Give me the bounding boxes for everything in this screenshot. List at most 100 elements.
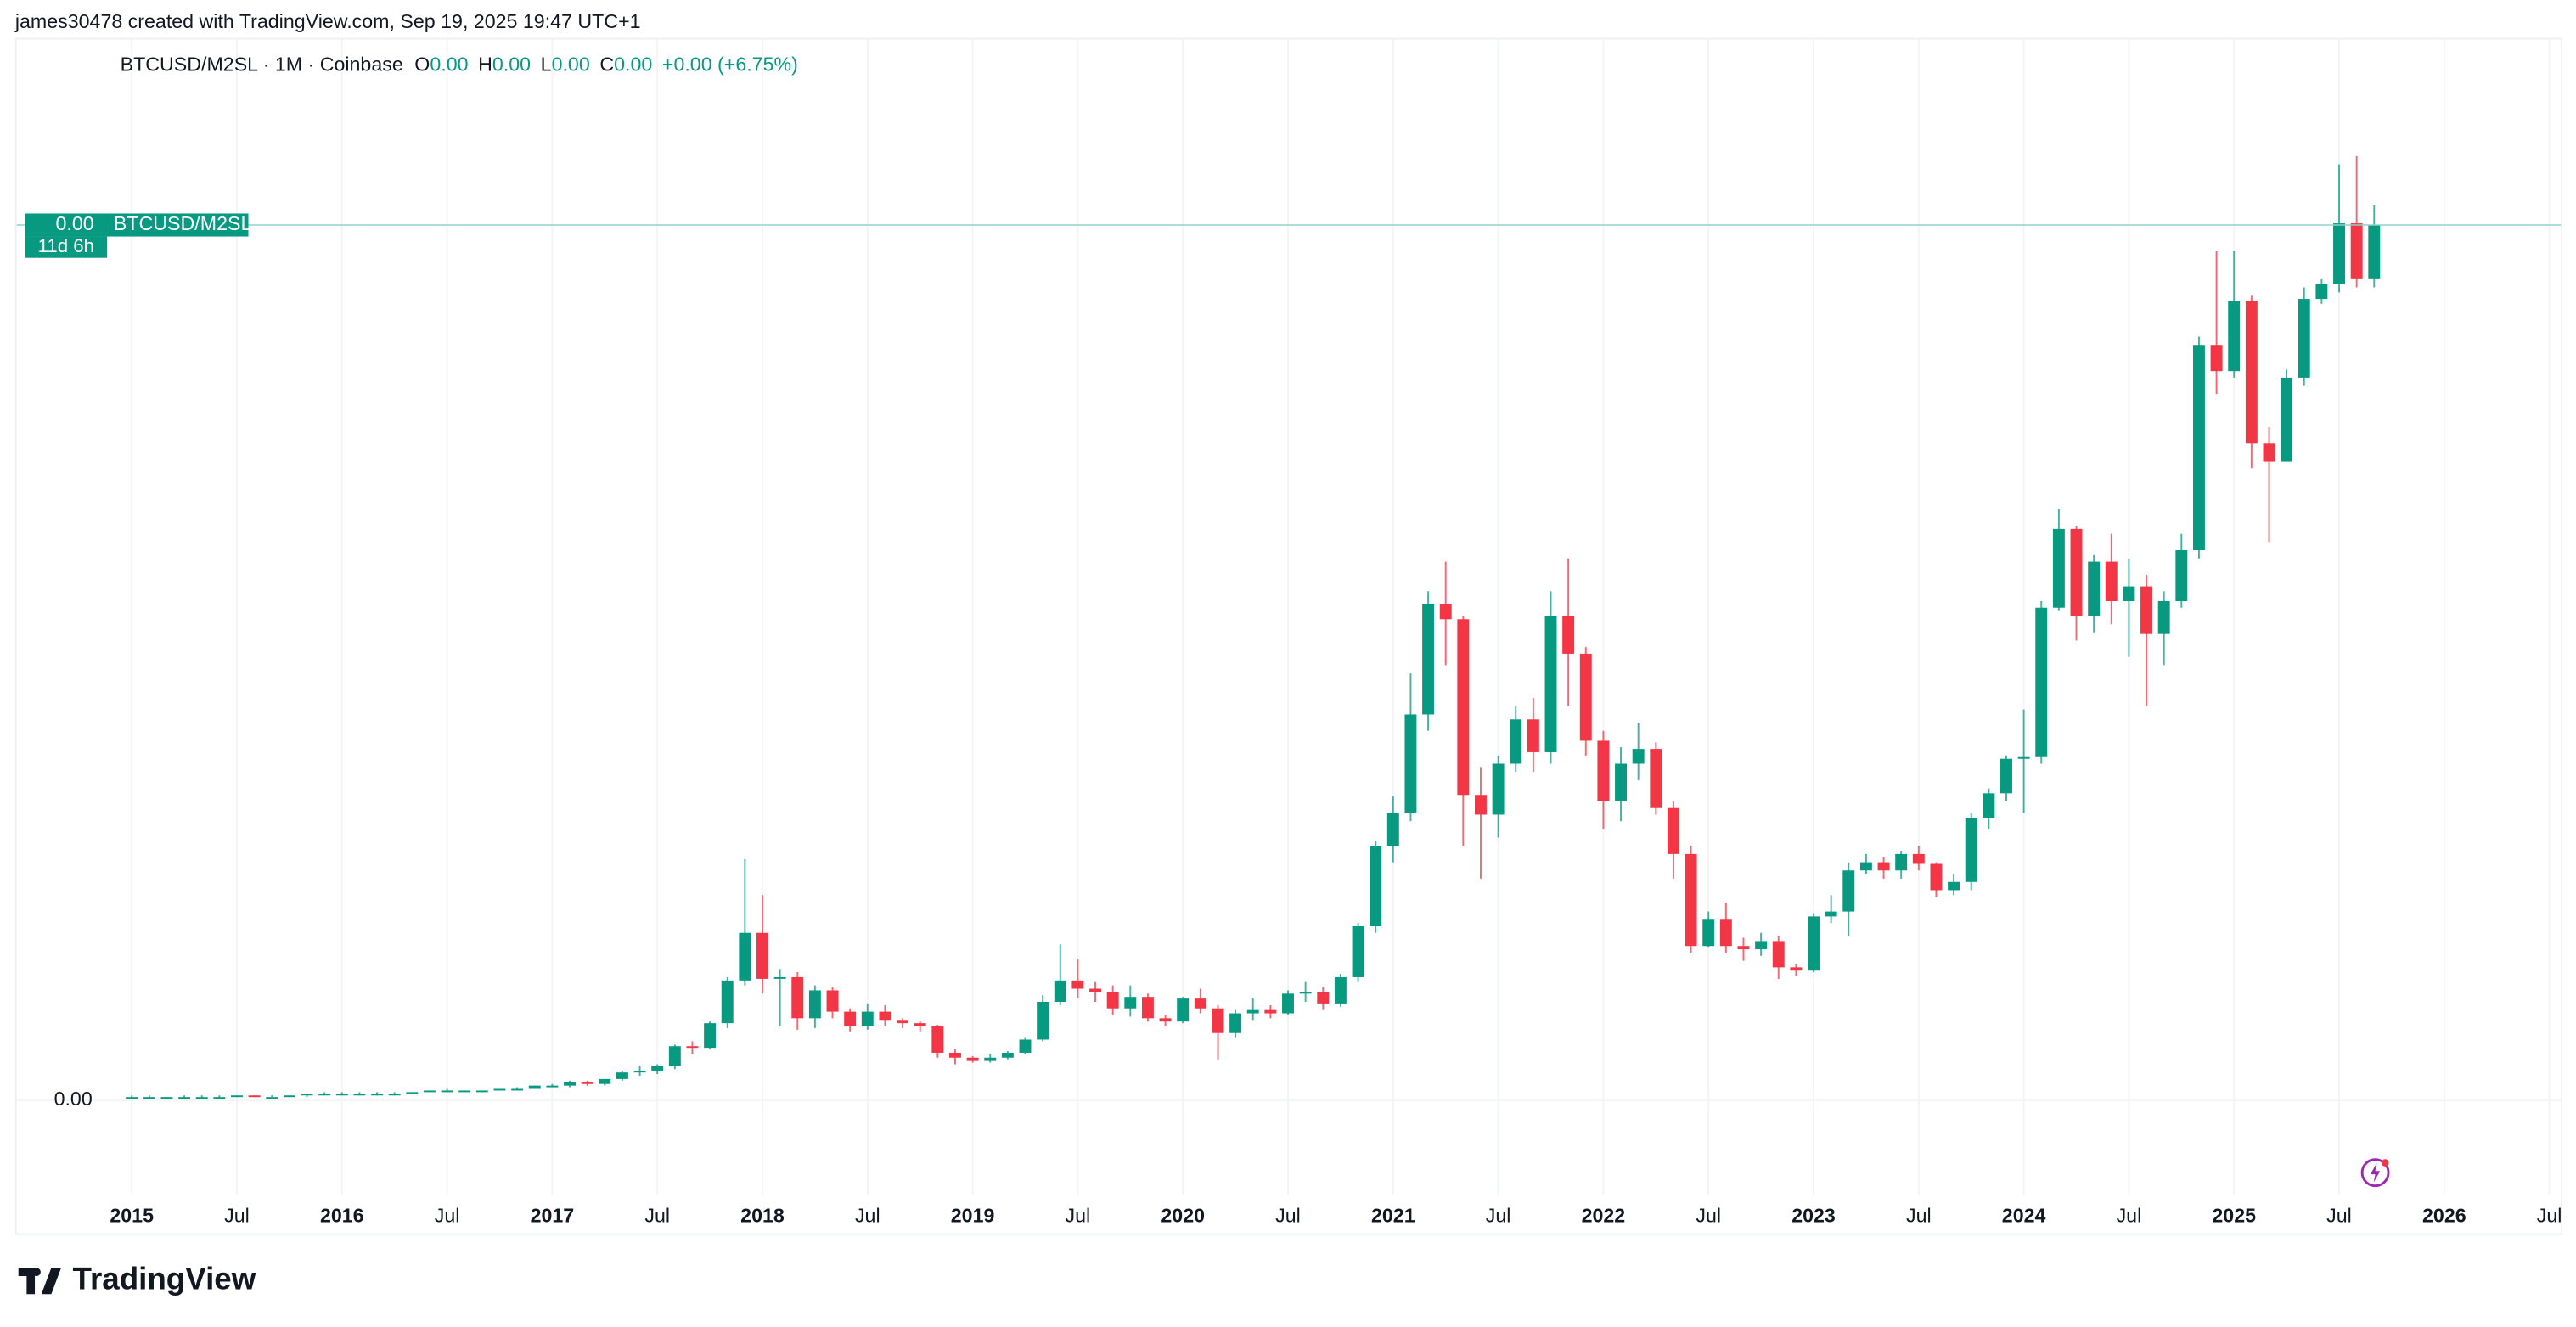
candle-body <box>668 1046 681 1066</box>
candle-body <box>2140 586 2153 634</box>
candle-body <box>126 1097 138 1099</box>
candle-body <box>1054 980 1066 1002</box>
x-tick-label: 2022 <box>1582 1205 1626 1227</box>
candle-body <box>1877 862 1890 871</box>
candle-body <box>1071 980 1084 989</box>
candle-body <box>791 976 804 1019</box>
candle-body <box>1808 916 1820 971</box>
candle-body <box>616 1072 628 1079</box>
candle-body <box>984 1057 997 1061</box>
candle-body <box>2088 561 2101 616</box>
candle-body <box>1983 793 1995 818</box>
candle-body <box>1299 992 1312 994</box>
x-tick-label: Jul <box>855 1205 880 1227</box>
candle-body <box>546 1085 559 1088</box>
legend-key: H <box>478 53 492 76</box>
candle-body <box>1667 807 1679 854</box>
candle-body <box>2070 528 2083 616</box>
candle-body <box>248 1095 261 1098</box>
candle-body <box>1912 853 1925 864</box>
candle-body <box>704 1023 717 1049</box>
candle-body <box>581 1082 593 1084</box>
candle-body <box>599 1078 611 1084</box>
candle-body <box>2263 443 2275 462</box>
candle-body <box>160 1097 173 1099</box>
x-tick-label: 2025 <box>2212 1205 2256 1227</box>
candle-body <box>1282 993 1294 1014</box>
x-tick-label: Jul <box>2117 1205 2142 1227</box>
candle-body <box>1842 870 1855 912</box>
candle-body <box>1229 1013 1242 1033</box>
chart-frame <box>14 37 2563 1235</box>
candle-body <box>1632 749 1645 764</box>
candle-body <box>756 932 768 979</box>
candle-body <box>1089 988 1101 992</box>
candle-body <box>686 1046 699 1049</box>
candle-body <box>564 1082 576 1086</box>
legend-change: +0.00 (+6.75%) <box>662 53 798 76</box>
x-tick-label: Jul <box>2537 1205 2562 1227</box>
candle-body <box>2192 345 2205 551</box>
candle-body <box>773 976 786 979</box>
candle-body <box>2017 756 2030 759</box>
candle-body <box>528 1085 541 1089</box>
candle-body <box>493 1088 506 1091</box>
candle-body <box>2228 300 2241 372</box>
candle-body <box>651 1066 664 1071</box>
candle-body <box>231 1095 243 1098</box>
candle-body <box>879 1011 891 1021</box>
candle-body <box>1719 919 1732 947</box>
candle-body <box>1124 997 1137 1009</box>
countdown: 11d 6h <box>38 235 94 256</box>
x-tick-label: 2016 <box>320 1205 364 1227</box>
candle-body <box>1475 795 1487 815</box>
candle-body <box>721 980 734 1024</box>
candle-body <box>1457 619 1470 796</box>
attribution: james30478 created with TradingView.com,… <box>14 10 641 32</box>
x-tick-label: 2023 <box>1791 1205 1836 1227</box>
candle-body <box>353 1094 366 1096</box>
lightning-icon <box>2360 1158 2390 1188</box>
x-tick-label: Jul <box>224 1205 250 1227</box>
candle-body <box>2175 550 2188 601</box>
candle-body <box>1579 653 1592 741</box>
candle-body <box>1895 853 1908 871</box>
icon-ring <box>2360 1158 2390 1188</box>
candle-body <box>1965 818 1977 882</box>
candle-body <box>2105 561 2118 601</box>
candle-body <box>1615 763 1628 801</box>
candle-body <box>897 1020 909 1024</box>
candle-body <box>1527 719 1539 752</box>
legend-key: O <box>414 53 430 76</box>
candle-body <box>1334 976 1347 1004</box>
legend-key: L <box>541 53 552 76</box>
candle-body <box>1685 853 1697 947</box>
x-tick-label: 2015 <box>110 1205 154 1227</box>
price-label-symbol: BTCUSD/M2SL <box>114 212 252 234</box>
candle-body <box>2315 284 2328 300</box>
x-tick-label: Jul <box>435 1205 460 1227</box>
candle-body <box>213 1097 226 1099</box>
candle-body <box>826 990 839 1012</box>
price-label: 0.00 <box>56 212 94 234</box>
candle-body <box>2052 528 2065 608</box>
candle-body <box>423 1090 436 1093</box>
x-tick-label: Jul <box>644 1205 670 1227</box>
candle-body <box>266 1097 278 1099</box>
candle-body <box>1562 616 1575 654</box>
candle-body <box>335 1094 348 1096</box>
icon-dot <box>2381 1159 2389 1167</box>
candle-body <box>1212 1008 1224 1033</box>
candle-body <box>1422 604 1435 715</box>
candle-body <box>1439 604 1452 620</box>
candle-body <box>2245 300 2258 444</box>
candle-body <box>1352 926 1364 977</box>
y-tick-label: 0.00 <box>54 1088 93 1110</box>
candle-body <box>844 1011 857 1027</box>
candle-body <box>388 1094 401 1096</box>
candle-body <box>1859 862 1872 871</box>
x-tick-label: 2018 <box>740 1205 785 1227</box>
x-tick-label: Jul <box>1066 1205 1091 1227</box>
